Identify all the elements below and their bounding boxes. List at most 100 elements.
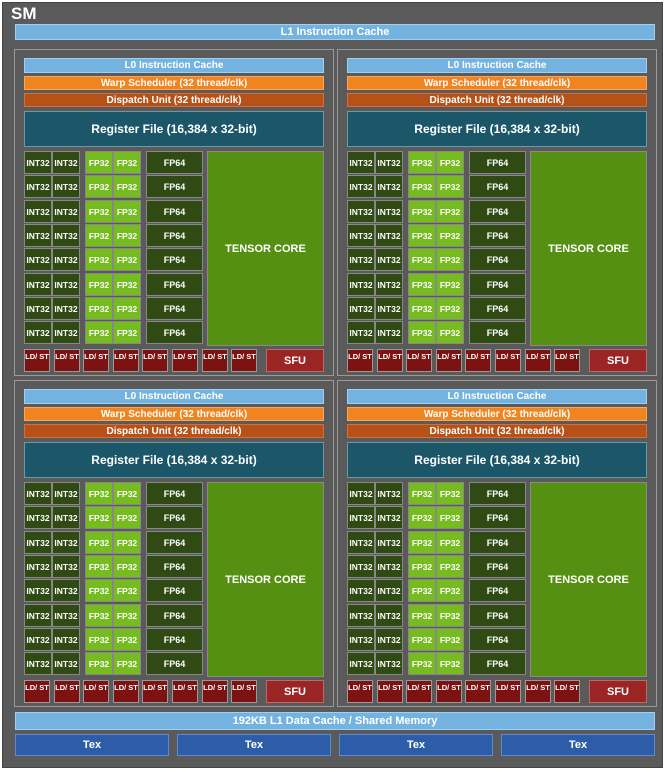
fp64-core: FP64	[469, 531, 526, 554]
int32-core: INT32	[24, 297, 52, 320]
int32-core: INT32	[52, 652, 80, 675]
sfu-unit: SFU	[266, 349, 324, 372]
int32-core: INT32	[375, 482, 403, 505]
int32-core: INT32	[347, 628, 375, 651]
int32-core: INT32	[24, 531, 52, 554]
int32-core: INT32	[347, 224, 375, 247]
int32-core: INT32	[375, 579, 403, 602]
int32-core: INT32	[24, 175, 52, 198]
fp32-core: FP32	[85, 248, 113, 271]
fp64-core: FP64	[146, 628, 203, 651]
int32-core: INT32	[52, 604, 80, 627]
int32-core: INT32	[347, 200, 375, 223]
processing-block: L0 Instruction Cache Warp Scheduler (32 t…	[337, 380, 657, 707]
fp32-core: FP32	[85, 506, 113, 529]
tensor-core: TENSOR CORE	[207, 151, 324, 346]
int32-core: INT32	[24, 579, 52, 602]
int32-core: INT32	[24, 200, 52, 223]
ld-st-unit: LD/ ST	[554, 680, 580, 703]
int32-core: INT32	[375, 555, 403, 578]
fp32-core: FP32	[113, 321, 141, 344]
register-file: Register File (16,384 x 32-bit)	[24, 442, 324, 478]
int32-core: INT32	[347, 506, 375, 529]
fp32-core: FP32	[113, 652, 141, 675]
int32-core: INT32	[375, 175, 403, 198]
int32-core: INT32	[24, 224, 52, 247]
fp64-core: FP64	[469, 175, 526, 198]
int32-core: INT32	[52, 224, 80, 247]
fp32-core: FP32	[408, 652, 436, 675]
fp32-core: FP32	[113, 482, 141, 505]
fp32-core: FP32	[85, 273, 113, 296]
int32-core: INT32	[24, 628, 52, 651]
fp32-core: FP32	[85, 531, 113, 554]
fp64-core: FP64	[469, 652, 526, 675]
fp32-core: FP32	[113, 604, 141, 627]
int32-core: INT32	[347, 555, 375, 578]
fp32-core: FP32	[85, 321, 113, 344]
fp32-core: FP32	[85, 224, 113, 247]
fp32-core: FP32	[436, 604, 464, 627]
fp32-core: FP32	[436, 579, 464, 602]
int32-core: INT32	[52, 248, 80, 271]
fp32-core: FP32	[85, 482, 113, 505]
fp32-core: FP32	[408, 555, 436, 578]
fp32-core: FP32	[436, 482, 464, 505]
fp32-core: FP32	[436, 297, 464, 320]
fp64-core: FP64	[146, 151, 203, 174]
int32-core: INT32	[24, 555, 52, 578]
fp64-core: FP64	[469, 506, 526, 529]
tensor-core: TENSOR CORE	[530, 151, 647, 346]
dispatch-unit: Dispatch Unit (32 thread/clk)	[347, 93, 647, 107]
int32-core: INT32	[375, 273, 403, 296]
l1-data-cache: 192KB L1 Data Cache / Shared Memory	[15, 712, 655, 730]
processing-block: L0 Instruction Cache Warp Scheduler (32 t…	[14, 380, 334, 707]
l0-instruction-cache: L0 Instruction Cache	[24, 58, 324, 73]
fp32-core: FP32	[113, 555, 141, 578]
int32-core: INT32	[24, 506, 52, 529]
int32-core: INT32	[375, 248, 403, 271]
fp64-core: FP64	[469, 224, 526, 247]
fp32-core: FP32	[85, 628, 113, 651]
fp32-core: FP32	[85, 175, 113, 198]
fp64-core: FP64	[469, 151, 526, 174]
fp64-core: FP64	[146, 482, 203, 505]
fp64-core: FP64	[469, 200, 526, 223]
int32-core: INT32	[24, 482, 52, 505]
fp32-core: FP32	[113, 297, 141, 320]
sfu-unit: SFU	[589, 680, 647, 703]
fp32-core: FP32	[436, 200, 464, 223]
int32-core: INT32	[52, 482, 80, 505]
int32-core: INT32	[24, 321, 52, 344]
fp64-core: FP64	[146, 200, 203, 223]
fp64-core: FP64	[469, 555, 526, 578]
fp32-core: FP32	[436, 506, 464, 529]
ld-st-unit: LD/ ST	[142, 349, 168, 372]
l1-instruction-cache: L1 Instruction Cache	[15, 24, 655, 40]
fp32-core: FP32	[113, 224, 141, 247]
fp64-core: FP64	[469, 604, 526, 627]
ld-st-unit: LD/ ST	[377, 349, 403, 372]
tensor-core: TENSOR CORE	[530, 482, 647, 677]
fp32-core: FP32	[436, 531, 464, 554]
int32-core: INT32	[52, 628, 80, 651]
ld-st-unit: LD/ ST	[406, 349, 432, 372]
fp32-core: FP32	[113, 506, 141, 529]
ld-st-unit: LD/ ST	[83, 349, 109, 372]
fp32-core: FP32	[436, 224, 464, 247]
register-file: Register File (16,384 x 32-bit)	[347, 111, 647, 147]
fp32-core: FP32	[113, 273, 141, 296]
ld-st-unit: LD/ ST	[495, 680, 521, 703]
fp32-core: FP32	[113, 531, 141, 554]
fp32-core: FP32	[113, 248, 141, 271]
register-file: Register File (16,384 x 32-bit)	[347, 442, 647, 478]
fp64-core: FP64	[469, 628, 526, 651]
fp32-core: FP32	[436, 555, 464, 578]
sm-label: SM	[11, 4, 37, 23]
dispatch-unit: Dispatch Unit (32 thread/clk)	[24, 424, 324, 438]
int32-core: INT32	[375, 297, 403, 320]
fp64-core: FP64	[469, 579, 526, 602]
ld-st-unit: LD/ ST	[24, 349, 50, 372]
fp32-core: FP32	[408, 224, 436, 247]
int32-core: INT32	[347, 482, 375, 505]
